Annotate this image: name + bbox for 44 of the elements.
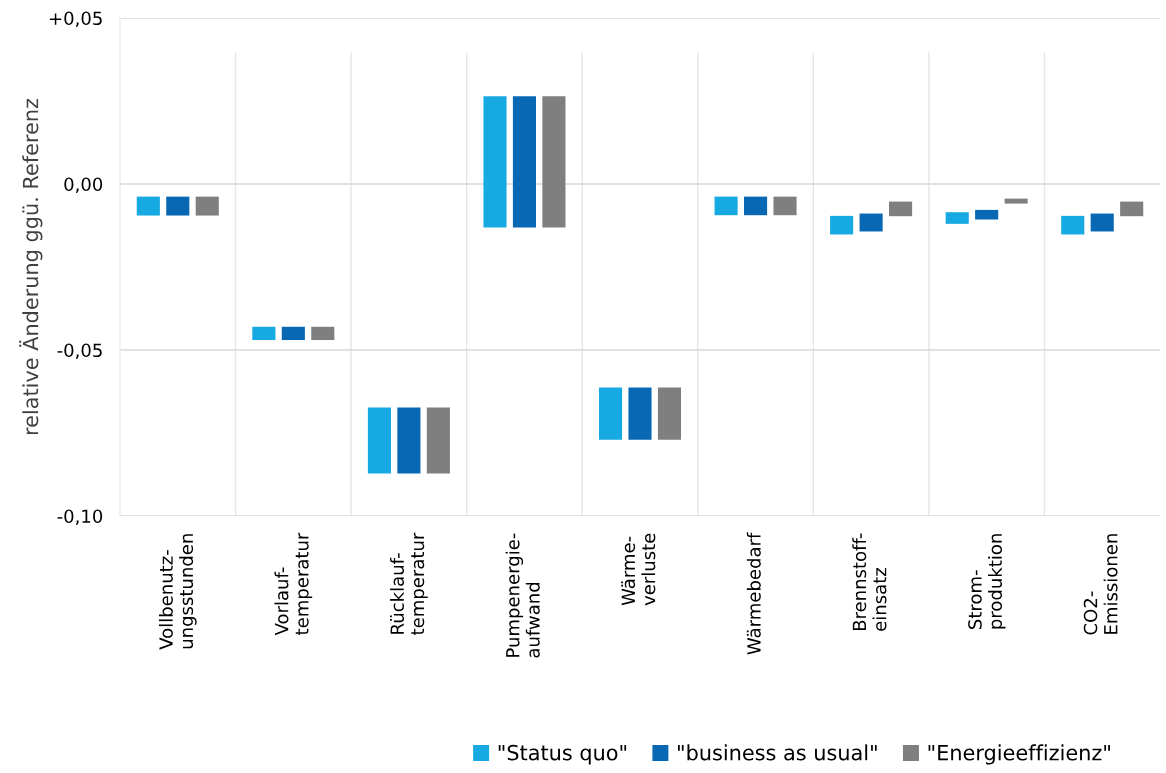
bar: [397, 407, 421, 474]
bar: [1120, 201, 1144, 217]
bar: [281, 326, 305, 341]
bar: [889, 201, 913, 217]
bar: [628, 387, 652, 440]
legend-label: "Status quo": [498, 744, 627, 765]
x-tick-label: Vollbenutz- ungsstunden: [158, 534, 197, 650]
x-tick-label: Rücklauf- temperatur: [390, 532, 428, 635]
bar: [166, 196, 190, 216]
y-tick-label: +0,05: [49, 11, 102, 27]
x-tick-label: CO2- Emissionen: [1083, 534, 1118, 635]
y-tick-label: 0,00: [64, 177, 103, 193]
x-tick-label: Strom- produktion: [968, 534, 1006, 629]
bar: [483, 96, 507, 228]
legend-label: "business as usual": [678, 744, 877, 761]
bar: [1061, 215, 1085, 235]
bar: [1004, 198, 1028, 204]
bar: [714, 196, 738, 216]
bar: [136, 196, 160, 216]
bar: [311, 326, 335, 341]
x-tick-label: Wärme- verluste: [621, 533, 656, 606]
bar: [773, 196, 797, 216]
x-tick-label: Vorlauf- temperatur: [274, 532, 313, 636]
x-tick-label: Wärmebedarf: [746, 532, 761, 655]
bar: [542, 96, 566, 228]
bar: [426, 407, 450, 474]
bar: [598, 387, 623, 440]
bar: [859, 213, 883, 232]
bar: [945, 212, 969, 224]
legend-label: "Energieeffizienz": [928, 744, 1110, 765]
y-tick-label: -0,05: [57, 343, 102, 359]
bar: [512, 96, 536, 228]
bar: [830, 215, 854, 235]
y-tick-label: -0,10: [57, 509, 103, 525]
x-tick-label: Brennstoff- einsatz: [852, 533, 887, 631]
x-tick-label: Pumpenergie- aufwand: [505, 533, 540, 658]
y-axis-title: relative Änderung ggü. Referenz: [19, 98, 43, 435]
bar: [195, 196, 219, 216]
bar: [367, 407, 391, 474]
bar: [975, 209, 999, 220]
bar: [252, 326, 276, 341]
bar: [744, 196, 768, 216]
bar: [1090, 213, 1114, 232]
bar: [657, 387, 682, 440]
